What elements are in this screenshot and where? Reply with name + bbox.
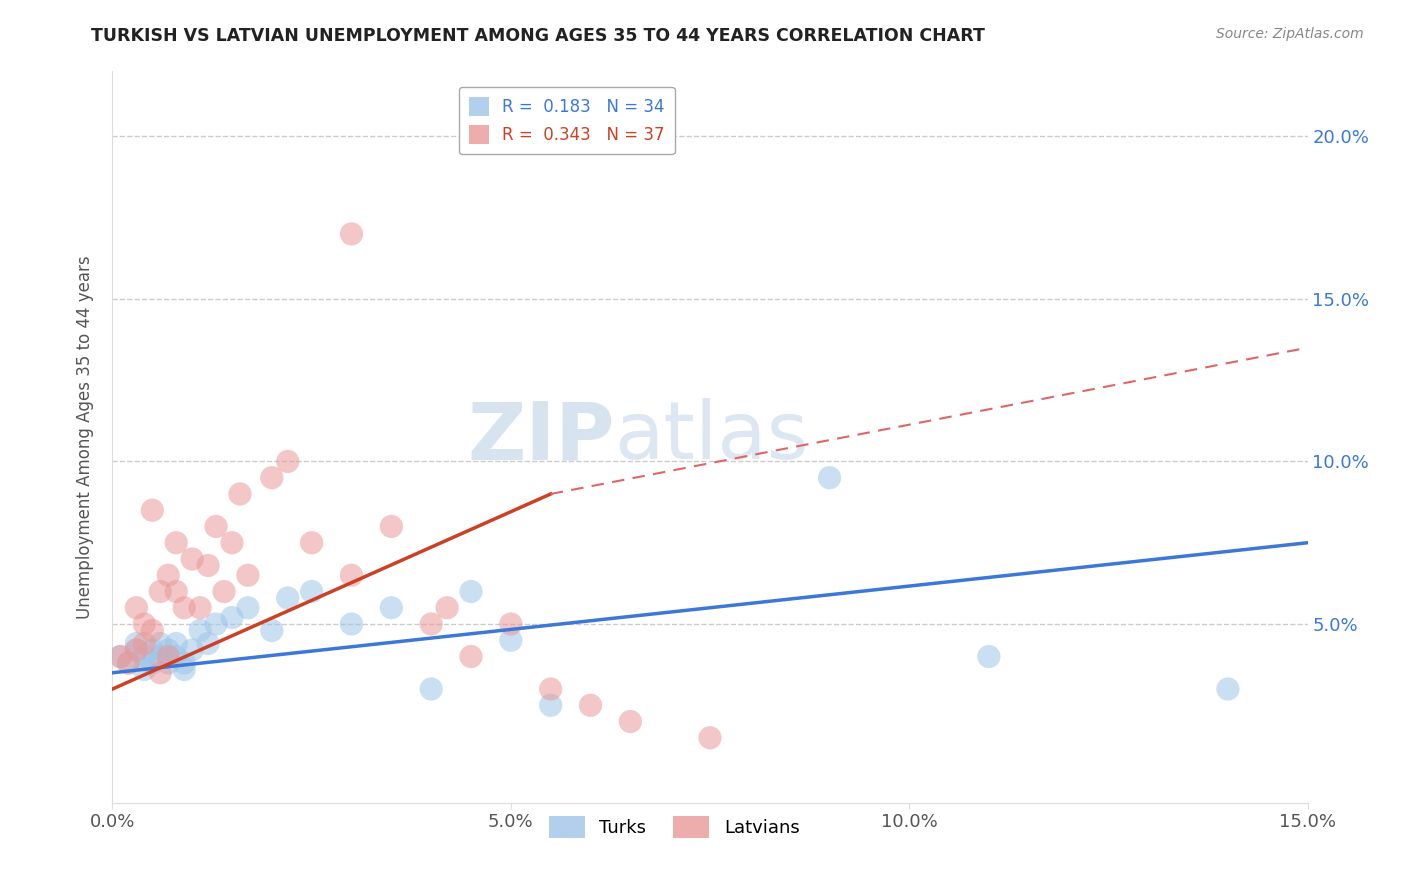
Point	[340, 617, 363, 632]
Point	[173, 656, 195, 670]
Point	[977, 649, 1000, 664]
Point	[165, 649, 187, 664]
Point	[301, 584, 323, 599]
Text: ZIP: ZIP	[467, 398, 614, 476]
Point	[125, 643, 148, 657]
Point	[221, 610, 243, 624]
Point	[301, 535, 323, 549]
Point	[619, 714, 641, 729]
Point	[420, 681, 443, 696]
Point	[117, 656, 139, 670]
Point	[205, 519, 228, 533]
Point	[540, 698, 562, 713]
Point	[173, 600, 195, 615]
Point	[212, 584, 235, 599]
Point	[229, 487, 252, 501]
Point	[141, 503, 163, 517]
Point	[157, 656, 180, 670]
Point	[340, 568, 363, 582]
Text: TURKISH VS LATVIAN UNEMPLOYMENT AMONG AGES 35 TO 44 YEARS CORRELATION CHART: TURKISH VS LATVIAN UNEMPLOYMENT AMONG AG…	[91, 27, 986, 45]
Point	[197, 558, 219, 573]
Text: Source: ZipAtlas.com: Source: ZipAtlas.com	[1216, 27, 1364, 41]
Point	[340, 227, 363, 241]
Point	[499, 617, 522, 632]
Point	[277, 591, 299, 605]
Point	[236, 568, 259, 582]
Point	[460, 584, 482, 599]
Point	[125, 636, 148, 650]
Point	[188, 624, 211, 638]
Point	[134, 617, 156, 632]
Point	[110, 649, 132, 664]
Legend: Turks, Latvians: Turks, Latvians	[541, 808, 807, 845]
Point	[141, 656, 163, 670]
Point	[699, 731, 721, 745]
Point	[221, 535, 243, 549]
Point	[197, 636, 219, 650]
Point	[110, 649, 132, 664]
Point	[1216, 681, 1239, 696]
Point	[141, 624, 163, 638]
Point	[165, 584, 187, 599]
Point	[205, 617, 228, 632]
Point	[236, 600, 259, 615]
Point	[818, 471, 841, 485]
Point	[188, 600, 211, 615]
Point	[157, 649, 180, 664]
Point	[125, 600, 148, 615]
Point	[260, 471, 283, 485]
Point	[579, 698, 602, 713]
Point	[277, 454, 299, 468]
Point	[165, 636, 187, 650]
Point	[165, 535, 187, 549]
Point	[157, 643, 180, 657]
Point	[173, 663, 195, 677]
Point	[141, 643, 163, 657]
Point	[157, 568, 180, 582]
Point	[460, 649, 482, 664]
Point	[380, 600, 402, 615]
Point	[134, 636, 156, 650]
Point	[260, 624, 283, 638]
Point	[436, 600, 458, 615]
Point	[181, 552, 204, 566]
Point	[149, 665, 172, 680]
Point	[149, 649, 172, 664]
Point	[540, 681, 562, 696]
Point	[125, 643, 148, 657]
Text: atlas: atlas	[614, 398, 808, 476]
Point	[499, 633, 522, 648]
Point	[134, 663, 156, 677]
Point	[149, 584, 172, 599]
Point	[117, 656, 139, 670]
Point	[420, 617, 443, 632]
Point	[134, 649, 156, 664]
Point	[181, 643, 204, 657]
Point	[380, 519, 402, 533]
Y-axis label: Unemployment Among Ages 35 to 44 years: Unemployment Among Ages 35 to 44 years	[76, 255, 94, 619]
Point	[149, 636, 172, 650]
